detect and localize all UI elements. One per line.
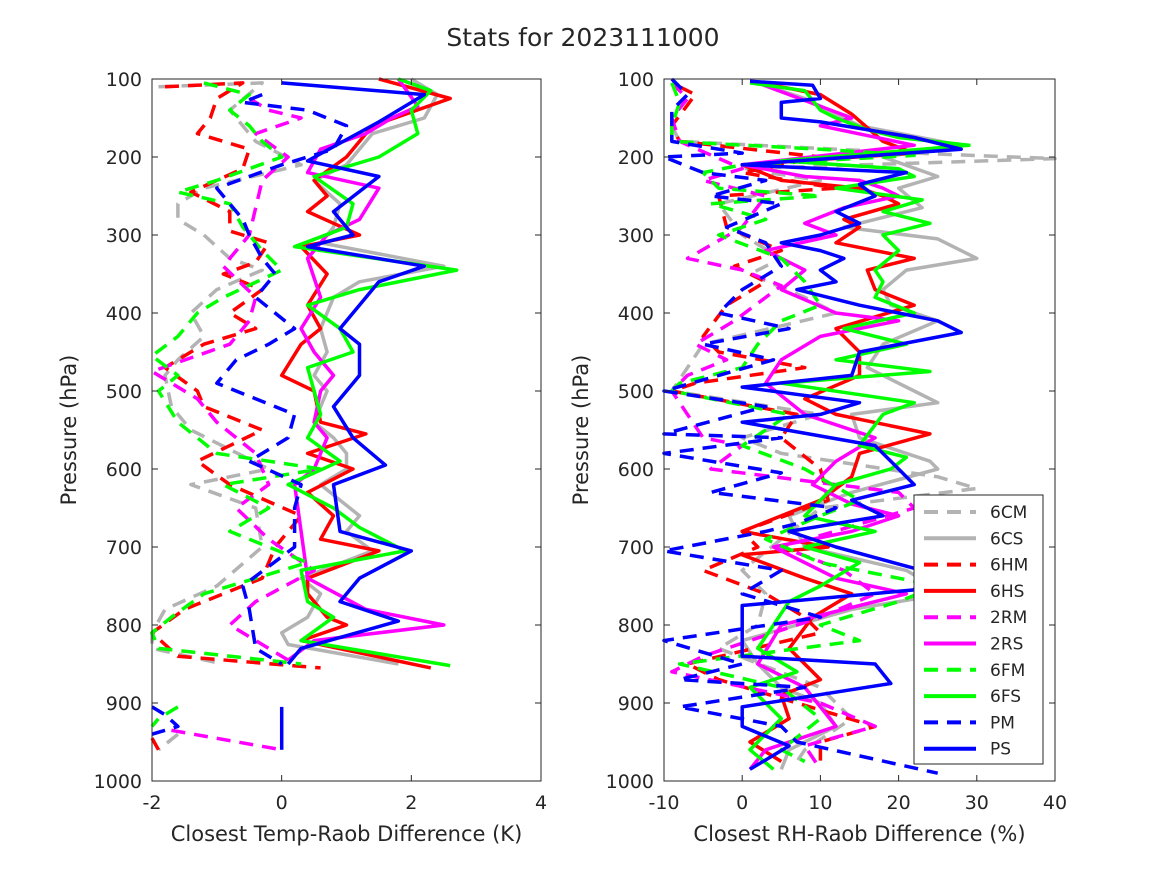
x-tick-label: 0 — [736, 792, 748, 814]
x-tick-label: 40 — [1043, 792, 1067, 814]
series-line-6cs — [740, 81, 979, 770]
y-tick-label: 500 — [618, 381, 654, 403]
legend-label-6cs: 6CS — [990, 529, 1023, 549]
x-tick-label: 10 — [808, 792, 832, 814]
y-tick-label: 400 — [618, 303, 654, 325]
series-line-6hm — [150, 81, 321, 670]
series-line-6hs — [740, 81, 932, 763]
legend-label-6cm: 6CM — [990, 503, 1027, 523]
y-axis-label: Pressure (hPa) — [57, 355, 81, 506]
series-line-segment — [157, 732, 179, 752]
y-tick-label: 600 — [106, 459, 142, 481]
series-line-pm — [215, 92, 349, 666]
legend-label-2rs: 2RS — [990, 635, 1023, 655]
series-line-ps — [281, 81, 427, 666]
y-tick-label: 700 — [618, 537, 654, 559]
legend-label-ps: PS — [990, 740, 1011, 760]
y-tick-label: 100 — [618, 69, 654, 91]
legend-label-6hm: 6HM — [990, 556, 1028, 576]
y-tick-label: 200 — [618, 147, 654, 169]
x-tick-label: 20 — [887, 792, 911, 814]
figure-title: Stats for 2023111000 — [446, 23, 719, 52]
y-tick-label: 1000 — [606, 771, 654, 793]
series-lines — [662, 77, 1057, 775]
legend-label-6hs: 6HS — [990, 582, 1024, 602]
legend-label-2rm: 2RM — [990, 608, 1027, 628]
y-tick-label: 900 — [106, 693, 142, 715]
y-tick-label: 400 — [106, 303, 142, 325]
x-tick-label: -2 — [143, 792, 162, 814]
y-tick-label: 100 — [106, 69, 142, 91]
y-tick-label: 800 — [106, 615, 142, 637]
series-line-ps — [740, 79, 963, 771]
y-tick-label: 300 — [106, 225, 142, 247]
temp-difference-panel: -2 0 2 4 100 200 300 400 500 600 700 800 900 1000 Clos… — [57, 69, 547, 846]
legend: 6CM 6CS 6HM 6HS 2RM 2RS 6FM 6FS PM PS — [913, 494, 1044, 765]
series-line-segment — [150, 705, 179, 728]
legend-label-pm: PM — [990, 713, 1015, 733]
legend-label-6fm: 6FM — [990, 661, 1025, 681]
y-tick-label: 1000 — [94, 771, 142, 793]
series-line-6fs — [286, 77, 459, 668]
axes-frame — [151, 78, 542, 782]
y-tick-label: 200 — [106, 147, 142, 169]
rh-difference-panel: -10 0 10 20 30 40 100 200 300 400 500 600 700 800 900 1… — [569, 69, 1067, 846]
x-tick-label: 2 — [405, 792, 417, 814]
x-axis-label: Closest Temp-Raob Difference (K) — [171, 822, 523, 846]
series-line-2rs — [287, 77, 446, 662]
x-tick-label: 4 — [535, 792, 547, 814]
series-line-segment — [171, 728, 283, 752]
series-line-segment — [151, 705, 180, 736]
y-tick-label: 600 — [618, 459, 654, 481]
series-line-6fs — [748, 81, 971, 771]
series-line-2rm — [150, 97, 316, 666]
y-axis-label: Pressure (hPa) — [569, 355, 593, 506]
y-tick-label: 800 — [618, 615, 654, 637]
y-tick-label: 700 — [106, 537, 142, 559]
y-tick-label: 900 — [618, 693, 654, 715]
series-line-6fm — [150, 81, 323, 666]
legend-label-6fs: 6FS — [990, 687, 1021, 707]
y-tick-label: 300 — [618, 225, 654, 247]
x-axis-label: Closest RH-Raob Difference (%) — [693, 822, 1025, 846]
axes-frame — [663, 78, 1056, 782]
y-tick-label: 500 — [106, 381, 142, 403]
series-line-6hs — [279, 77, 452, 670]
series-line-2rs — [740, 81, 916, 771]
x-tick-label: 30 — [965, 792, 989, 814]
series-lines — [150, 77, 459, 752]
x-tick-label: -10 — [648, 792, 679, 814]
series-line-segment — [150, 737, 161, 751]
x-tick-label: 0 — [276, 792, 288, 814]
series-line-pm — [662, 77, 939, 775]
